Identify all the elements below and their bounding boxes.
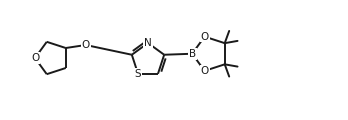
Text: O: O [31, 53, 39, 63]
Text: O: O [200, 66, 209, 76]
Text: O: O [82, 40, 90, 50]
Text: S: S [135, 69, 141, 79]
Text: N: N [144, 38, 152, 48]
Text: B: B [189, 49, 196, 59]
Text: O: O [200, 32, 209, 42]
